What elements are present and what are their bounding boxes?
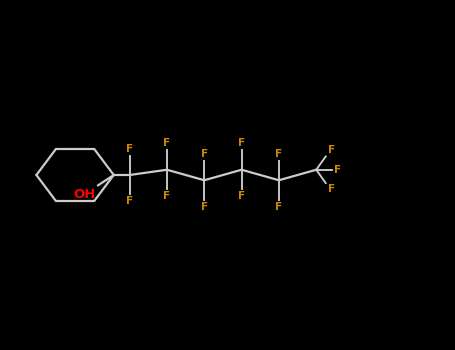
Text: F: F — [163, 191, 171, 201]
Text: F: F — [238, 138, 245, 148]
Text: F: F — [334, 165, 341, 175]
Text: OH: OH — [74, 188, 96, 201]
Text: F: F — [328, 145, 335, 155]
Text: F: F — [201, 202, 208, 212]
Text: F: F — [328, 184, 335, 195]
Text: F: F — [163, 138, 171, 148]
Text: F: F — [238, 191, 245, 201]
Text: F: F — [201, 149, 208, 159]
Text: F: F — [275, 202, 283, 212]
Text: F: F — [126, 144, 133, 154]
Text: F: F — [275, 149, 283, 159]
Text: F: F — [126, 196, 133, 206]
